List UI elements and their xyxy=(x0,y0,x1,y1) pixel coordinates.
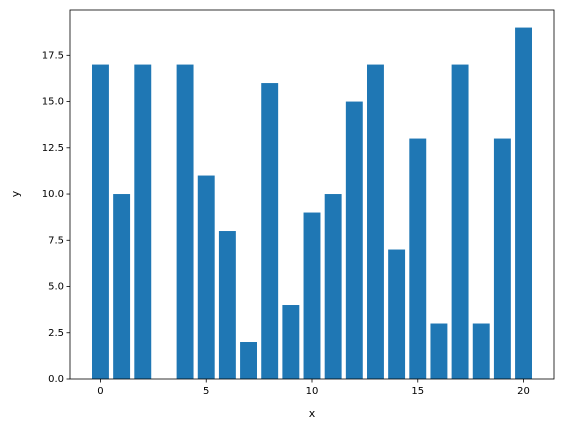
y-axis-label: y xyxy=(9,190,22,197)
bar xyxy=(345,101,363,379)
bar xyxy=(388,249,406,379)
x-tick-label: 15 xyxy=(411,386,424,397)
y-tick-label: 17.5 xyxy=(42,50,64,61)
plot-frame xyxy=(69,9,555,380)
y-tick-label: 0.0 xyxy=(48,374,64,385)
bar xyxy=(472,323,490,379)
y-tick-label: 15.0 xyxy=(42,97,64,108)
x-tick-label: 20 xyxy=(517,386,530,397)
bar xyxy=(92,64,109,380)
bar xyxy=(176,64,194,380)
bar xyxy=(324,194,342,379)
bar xyxy=(218,231,236,379)
x-axis-label: x xyxy=(309,407,316,420)
bar xyxy=(430,323,448,379)
bar xyxy=(134,64,152,380)
bar xyxy=(303,212,321,379)
bar xyxy=(282,305,300,379)
bar xyxy=(409,138,427,379)
x-tick-label: 0 xyxy=(97,386,103,397)
x-tick-label: 5 xyxy=(203,386,209,397)
bar xyxy=(451,64,469,380)
bar xyxy=(515,27,532,379)
bar xyxy=(261,83,279,379)
y-tick-label: 12.5 xyxy=(42,143,64,154)
bar xyxy=(240,342,257,379)
y-tick-label: 5.0 xyxy=(48,282,64,293)
y-tick-label: 2.5 xyxy=(48,328,64,339)
bar xyxy=(493,138,511,379)
y-tick-label: 7.5 xyxy=(48,235,64,246)
y-tick-label: 10.0 xyxy=(42,189,64,200)
bar xyxy=(197,175,215,379)
bar xyxy=(367,64,384,380)
x-tick-label: 10 xyxy=(306,386,319,397)
bar xyxy=(113,194,131,379)
